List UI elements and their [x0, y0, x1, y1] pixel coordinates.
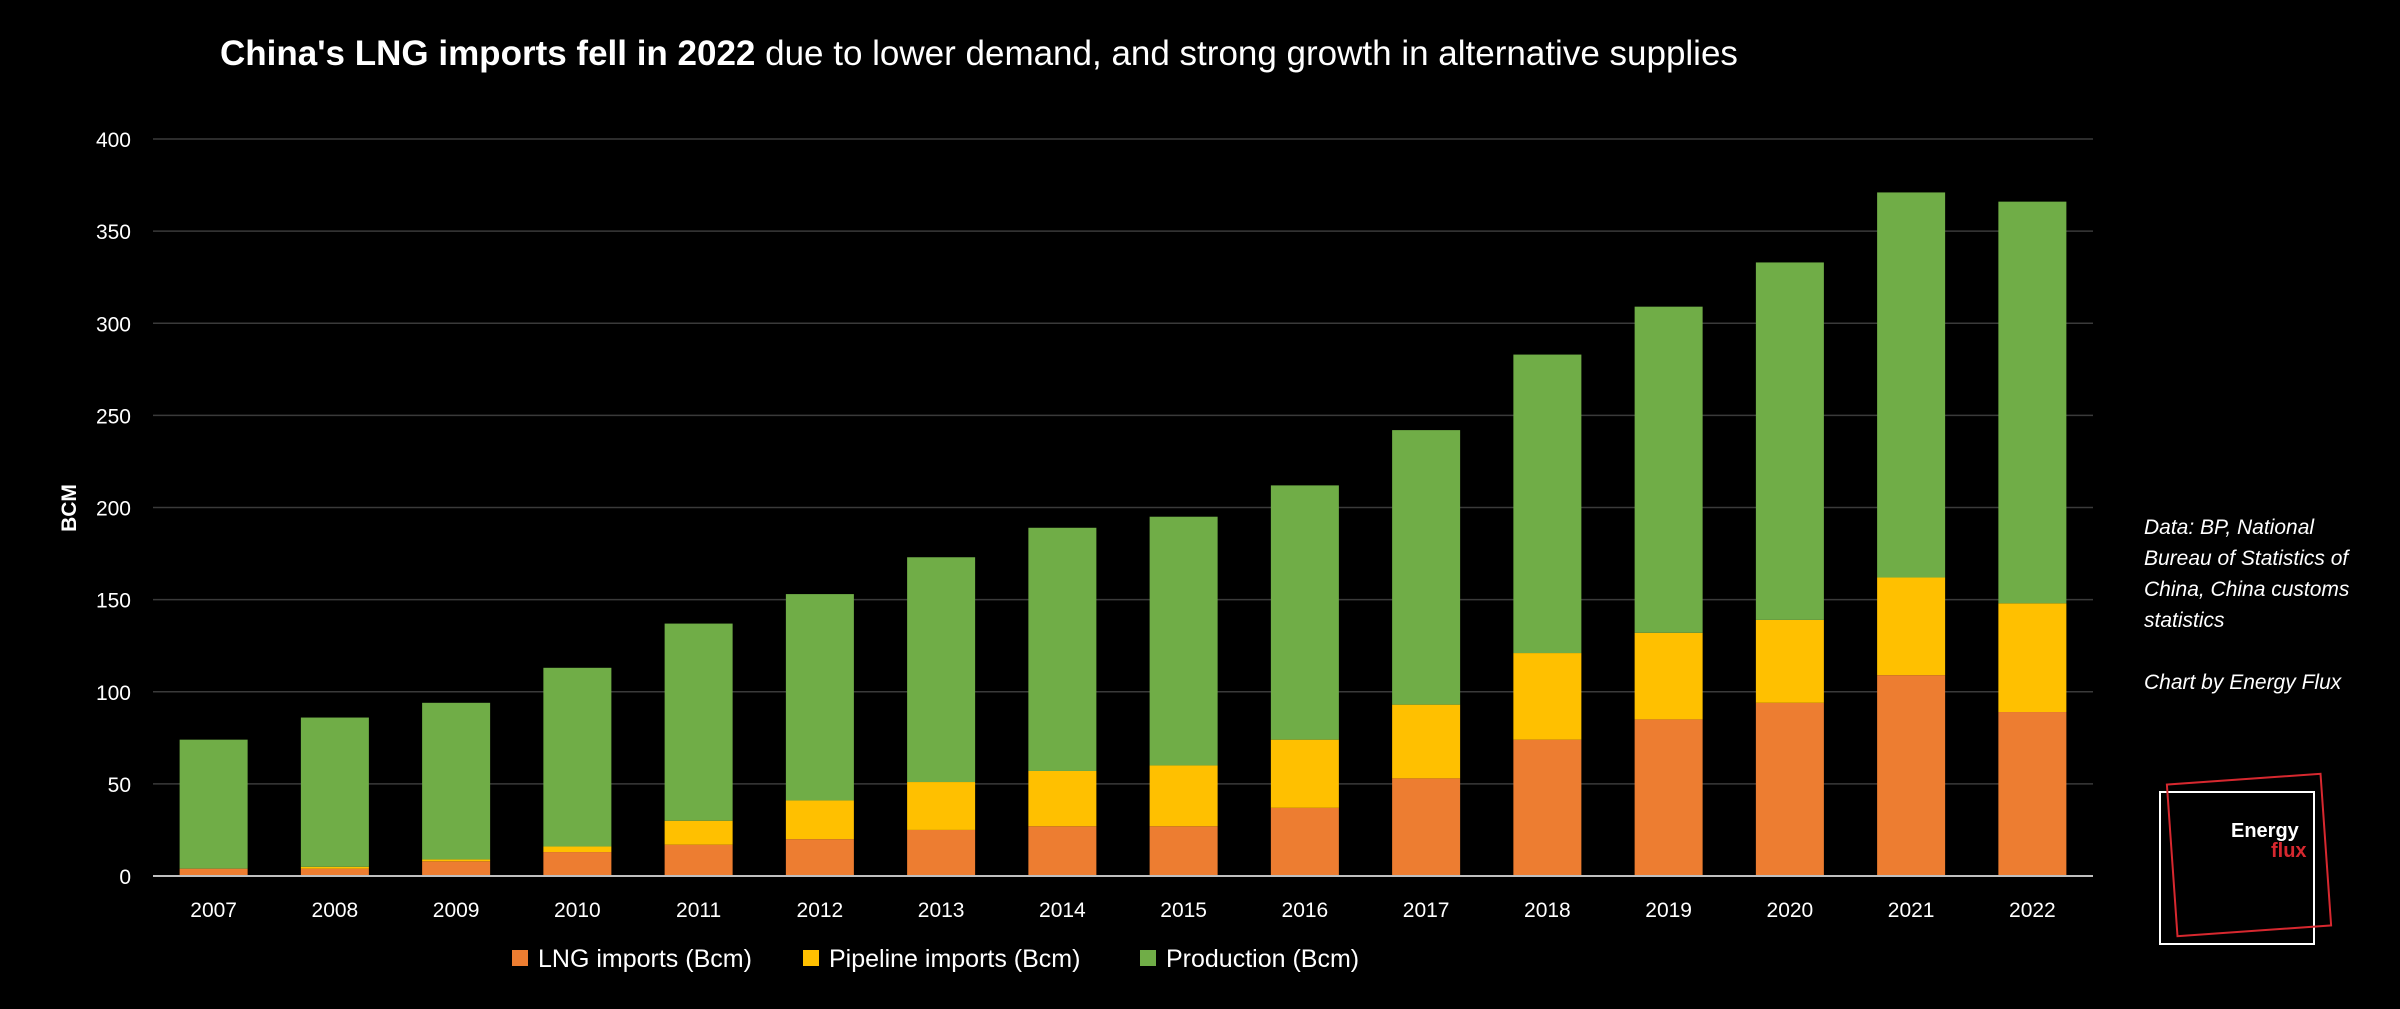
- bar-pipeline-2012: [785, 800, 854, 840]
- bar-pipeline-2015: [1149, 765, 1218, 827]
- bar-production-2010: [543, 667, 612, 847]
- bar-pipeline-2017: [1392, 704, 1461, 779]
- source-text: Data: BP, National Bureau of Statistics …: [2144, 516, 2350, 632]
- y-axis-title: BCM: [58, 484, 81, 532]
- x-tick-label: 2010: [554, 899, 601, 922]
- y-tick-label: 0: [119, 866, 131, 889]
- bar-pipeline-2010: [543, 846, 612, 853]
- bar-pipeline-2011: [664, 820, 733, 845]
- legend-label-1: Pipeline imports (Bcm): [829, 945, 1080, 973]
- legend-label-2: Production (Bcm): [1166, 945, 1359, 973]
- x-tick-label: 2016: [1282, 899, 1329, 922]
- x-tick-label: 2007: [190, 899, 237, 922]
- x-tick-label: 2009: [433, 899, 480, 922]
- bar-production-2018: [1513, 354, 1582, 654]
- bar-production-2021: [1877, 192, 1946, 578]
- bar-production-2016: [1270, 485, 1339, 740]
- x-tick-label: 2018: [1524, 899, 1571, 922]
- logo-word-flux: flux: [2271, 840, 2307, 862]
- bar-production-2007: [179, 739, 248, 869]
- chart-title-rest: due to lower demand, and strong growth i…: [755, 34, 1738, 73]
- bar-production-2015: [1149, 516, 1218, 766]
- bar-lng-2019: [1634, 719, 1703, 876]
- logo-word-energy: Energy: [2231, 820, 2299, 842]
- bar-production-2009: [422, 702, 491, 860]
- bar-lng-2016: [1270, 807, 1339, 876]
- chart-title-bold: China's LNG imports fell in 2022: [220, 34, 756, 73]
- logo-frame-red: [2165, 772, 2333, 938]
- bar-pipeline-2009: [422, 859, 491, 862]
- x-tick-label: 2017: [1403, 899, 1450, 922]
- chart-title: China's LNG imports fell in 2022 due to …: [220, 34, 1738, 74]
- bar-production-2019: [1634, 306, 1703, 633]
- x-tick-label: 2014: [1039, 899, 1086, 922]
- bar-lng-2022: [1998, 712, 2067, 876]
- bar-pipeline-2020: [1755, 619, 1824, 703]
- bar-production-2012: [785, 594, 854, 801]
- bar-pipeline-2014: [1028, 770, 1097, 827]
- bar-pipeline-2018: [1513, 653, 1582, 740]
- source-note: Data: BP, National Bureau of Statistics …: [2144, 512, 2374, 698]
- logo-frame-white: [2159, 791, 2315, 945]
- bar-pipeline-2016: [1270, 739, 1339, 808]
- bar-production-2020: [1755, 262, 1824, 620]
- energy-flux-logo: Energy flux: [2155, 772, 2335, 948]
- bar-lng-2015: [1149, 826, 1218, 876]
- legend-swatch-1: [803, 950, 819, 966]
- bar-lng-2007: [179, 868, 248, 876]
- y-tick-label: 50: [108, 774, 131, 797]
- x-tick-label: 2013: [918, 899, 965, 922]
- bar-lng-2021: [1877, 675, 1946, 876]
- y-tick-label: 100: [96, 682, 131, 705]
- bar-pipeline-2021: [1877, 577, 1946, 676]
- x-tick-label: 2008: [312, 899, 359, 922]
- bar-pipeline-2013: [907, 782, 976, 830]
- bar-pipeline-2019: [1634, 632, 1703, 720]
- bar-lng-2013: [907, 829, 976, 876]
- x-tick-label: 2015: [1160, 899, 1207, 922]
- chart-credit: Chart by Energy Flux: [2144, 671, 2342, 694]
- y-tick-label: 200: [96, 498, 131, 521]
- bar-lng-2009: [422, 861, 491, 876]
- bar-lng-2018: [1513, 739, 1582, 876]
- x-tick-label: 2022: [2009, 899, 2056, 922]
- x-tick-label: 2019: [1645, 899, 1692, 922]
- bar-lng-2011: [664, 844, 733, 876]
- x-tick-label: 2012: [797, 899, 844, 922]
- bar-pipeline-2022: [1998, 603, 2067, 713]
- y-tick-label: 350: [96, 221, 131, 244]
- bar-production-2017: [1392, 430, 1461, 705]
- y-tick-label: 150: [96, 590, 131, 613]
- bar-production-2008: [300, 717, 369, 867]
- bar-lng-2008: [300, 868, 369, 876]
- x-tick-label: 2011: [676, 899, 721, 922]
- x-tick-label: 2021: [1888, 899, 1935, 922]
- bar-production-2022: [1998, 201, 2067, 604]
- bar-production-2011: [664, 623, 733, 821]
- bar-lng-2012: [785, 839, 854, 876]
- legend-swatch-2: [1140, 950, 1156, 966]
- legend-swatch-0: [512, 950, 528, 966]
- bar-pipeline-2008: [300, 866, 369, 869]
- bar-lng-2020: [1755, 702, 1824, 876]
- y-tick-label: 250: [96, 405, 131, 428]
- bar-lng-2014: [1028, 826, 1097, 876]
- x-tick-label: 2020: [1767, 899, 1814, 922]
- y-tick-label: 400: [96, 129, 131, 152]
- bar-lng-2017: [1392, 778, 1461, 876]
- bar-production-2014: [1028, 527, 1097, 771]
- bar-lng-2010: [543, 852, 612, 876]
- bar-production-2013: [907, 557, 976, 783]
- legend-label-0: LNG imports (Bcm): [538, 945, 752, 973]
- y-tick-label: 300: [96, 313, 131, 336]
